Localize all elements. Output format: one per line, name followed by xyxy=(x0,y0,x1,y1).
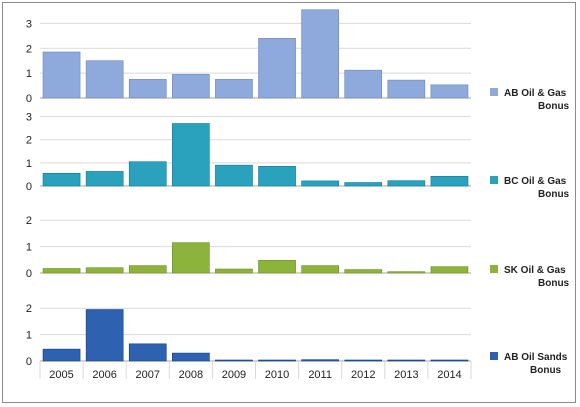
legend-label: AB Oil & Gas xyxy=(504,88,567,99)
legend-swatch-3 xyxy=(490,265,498,273)
x-tick-label-2014: 2014 xyxy=(437,369,461,381)
legend-label: Bonus xyxy=(538,189,570,200)
y-tick-label: 2 xyxy=(26,303,32,315)
bar-1-2006 xyxy=(86,61,123,98)
bar-3-2007 xyxy=(129,266,166,273)
bar-4-2013 xyxy=(388,360,425,361)
x-tick-label-2006: 2006 xyxy=(92,369,116,381)
x-tick-label-2013: 2013 xyxy=(394,369,418,381)
bar-3-2014 xyxy=(431,267,468,273)
legend-label: Bonus xyxy=(538,278,570,289)
chart-frame: 0 1 2 3 AB Oil & Gas Bonus 0 1 2 3 BC Oil & Gas Bon… xyxy=(2,2,576,403)
x-tick-label-2010: 2010 xyxy=(265,369,289,381)
legend-label: BC Oil & Gas xyxy=(504,176,567,187)
bar-2-2005 xyxy=(43,173,80,186)
y-tick-label: 3 xyxy=(26,18,32,30)
bar-2-2008 xyxy=(172,124,209,186)
bar-2-2010 xyxy=(259,166,296,186)
bar-4-2012 xyxy=(345,360,382,361)
bar-4-2014 xyxy=(431,360,468,361)
y-tick-label: 2 xyxy=(26,43,32,55)
bar-2-2013 xyxy=(388,181,425,186)
y-tick-label: 0 xyxy=(26,93,32,105)
bar-1-2010 xyxy=(259,38,296,98)
y-tick-label: 0 xyxy=(26,181,32,193)
bar-4-2010 xyxy=(259,360,296,361)
bar-4-2009 xyxy=(215,360,252,361)
bar-1-2014 xyxy=(431,85,468,98)
x-tick-label-2009: 2009 xyxy=(222,369,246,381)
bar-3-2010 xyxy=(259,260,296,273)
bar-1-2013 xyxy=(388,80,425,98)
bar-4-2006 xyxy=(86,310,123,361)
y-tick-label: 1 xyxy=(26,68,32,80)
bar-4-2007 xyxy=(129,344,166,361)
bar-4-2011 xyxy=(302,360,339,361)
x-tick-label-2012: 2012 xyxy=(351,369,375,381)
bar-3-2012 xyxy=(345,270,382,273)
y-tick-label: 2 xyxy=(26,135,32,147)
bar-3-2008 xyxy=(172,243,209,273)
bar-2-2014 xyxy=(431,176,468,186)
bar-1-2011 xyxy=(302,10,339,98)
legend-swatch-4 xyxy=(490,352,498,360)
bar-2-2011 xyxy=(302,181,339,186)
bar-1-2012 xyxy=(345,70,382,98)
y-tick-label: 2 xyxy=(26,215,32,227)
y-tick-label: 1 xyxy=(26,330,32,342)
legend-swatch-1 xyxy=(490,88,498,96)
bar-4-2008 xyxy=(172,353,209,361)
bar-1-2007 xyxy=(129,79,166,98)
legend-label: AB Oil Sands xyxy=(504,352,568,363)
y-tick-label: 1 xyxy=(26,158,32,170)
x-tick-label-2005: 2005 xyxy=(49,369,73,381)
legend-label: Bonus xyxy=(530,365,562,376)
x-tick-label-2007: 2007 xyxy=(136,369,160,381)
bar-3-2013 xyxy=(388,272,425,273)
x-tick-label-2008: 2008 xyxy=(179,369,203,381)
legend-label: SK Oil & Gas xyxy=(504,265,566,276)
bar-1-2008 xyxy=(172,74,209,98)
bar-1-2009 xyxy=(215,79,252,98)
y-tick-label: 1 xyxy=(26,242,32,254)
bar-3-2006 xyxy=(86,268,123,273)
bar-2-2009 xyxy=(215,165,252,186)
x-tick-label-2011: 2011 xyxy=(308,369,332,381)
y-tick-label: 0 xyxy=(26,356,32,368)
bar-1-2005 xyxy=(43,52,80,98)
y-tick-label: 0 xyxy=(26,268,32,280)
bar-4-2005 xyxy=(43,349,80,361)
bar-3-2011 xyxy=(302,266,339,273)
bar-3-2005 xyxy=(43,269,80,273)
chart-svg: 0 1 2 3 AB Oil & Gas Bonus 0 1 2 3 BC Oil & Gas Bon… xyxy=(3,3,577,404)
y-tick-label: 3 xyxy=(26,112,32,124)
bar-2-2012 xyxy=(345,183,382,186)
legend-label: Bonus xyxy=(538,101,570,112)
bar-2-2006 xyxy=(86,171,123,186)
legend-swatch-2 xyxy=(490,176,498,184)
bar-2-2007 xyxy=(129,162,166,186)
bar-3-2009 xyxy=(215,269,252,273)
